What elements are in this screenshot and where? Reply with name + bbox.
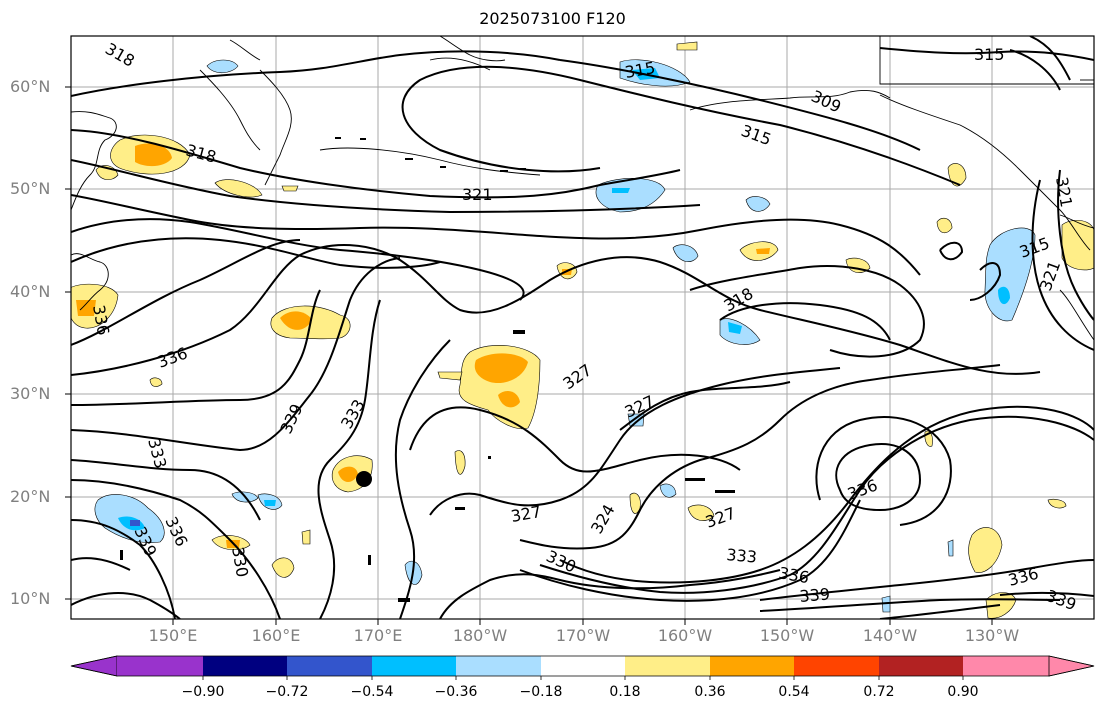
graticule xyxy=(71,36,1094,619)
geopotential-contours xyxy=(71,36,1094,619)
contour-label: 330 xyxy=(228,545,252,578)
lon-label: 180°W xyxy=(452,626,508,645)
contour-label: 321 xyxy=(462,185,493,204)
contour-label: 318 xyxy=(184,141,218,167)
coastlines xyxy=(71,36,1094,341)
contour-label: 336 xyxy=(845,475,880,503)
colorbar-tick-label: 0.36 xyxy=(694,684,726,700)
contour-label: 327 xyxy=(559,360,595,393)
colorbar-tick-label: 0.18 xyxy=(609,684,641,700)
lat-label: 20°N xyxy=(10,487,51,506)
contour-label: 336 xyxy=(777,563,810,587)
lon-label: 140°W xyxy=(862,626,918,645)
lat-label: 30°N xyxy=(10,384,51,403)
contour-label: 309 xyxy=(808,86,844,116)
contour-label: 336 xyxy=(155,343,190,371)
colorbar-tick-label: 0.72 xyxy=(863,684,895,700)
contour-labels: 318 318 321 315 309 315 321 315 321 336 … xyxy=(89,39,1079,614)
lon-label: 170°E xyxy=(353,626,403,645)
lat-label: 10°N xyxy=(10,589,51,608)
contour-label: 315 xyxy=(739,121,774,149)
contour-label: 327 xyxy=(509,502,542,526)
lon-label: 150°W xyxy=(759,626,815,645)
contour-label: 336 xyxy=(89,303,113,336)
lon-label: 170°W xyxy=(555,626,611,645)
colorbar xyxy=(70,655,1095,680)
lat-label: 40°N xyxy=(10,282,51,301)
contour-label: 336 xyxy=(1006,564,1040,590)
colorbar-tick-label: −0.90 xyxy=(181,684,225,700)
contour-label: 324 xyxy=(587,501,619,537)
colorbar-tick-label: −0.54 xyxy=(350,684,394,700)
colorbar-tick-label: 0.54 xyxy=(778,684,810,700)
colorbar-tick-label: −0.18 xyxy=(519,684,563,700)
colorbar-tick-label: −0.72 xyxy=(265,684,309,700)
contour-label: 336 xyxy=(161,514,191,550)
lat-label: 60°N xyxy=(10,77,51,96)
colorbar-extend-low xyxy=(70,655,118,677)
lon-label: 160°E xyxy=(251,626,301,645)
colorbar-tick-label: 0.90 xyxy=(947,684,979,700)
lat-label: 50°N xyxy=(10,179,51,198)
contour-label: 321 xyxy=(1052,175,1076,208)
island-chains xyxy=(120,137,735,602)
contour-label: 333 xyxy=(144,436,170,470)
contour-label: 321 xyxy=(1036,258,1064,293)
contour-label: 339 xyxy=(799,584,831,606)
storm-center-marker xyxy=(356,471,372,487)
contour-label: 315 xyxy=(974,45,1005,64)
contour-label: 318 xyxy=(102,39,138,71)
lon-label: 160°W xyxy=(657,626,713,645)
contour-label: 333 xyxy=(726,545,758,567)
colorbar-extend-high xyxy=(1048,655,1095,677)
lon-label: 150°E xyxy=(148,626,198,645)
map-title: 2025073100 F120 xyxy=(479,9,626,28)
contour-label: 339 xyxy=(1044,586,1079,614)
shaded-anomaly-areas xyxy=(71,41,1094,619)
lon-label: 130°W xyxy=(964,626,1020,645)
colorbar-tick-label: −0.36 xyxy=(434,684,478,700)
axis-ticks xyxy=(65,86,993,625)
